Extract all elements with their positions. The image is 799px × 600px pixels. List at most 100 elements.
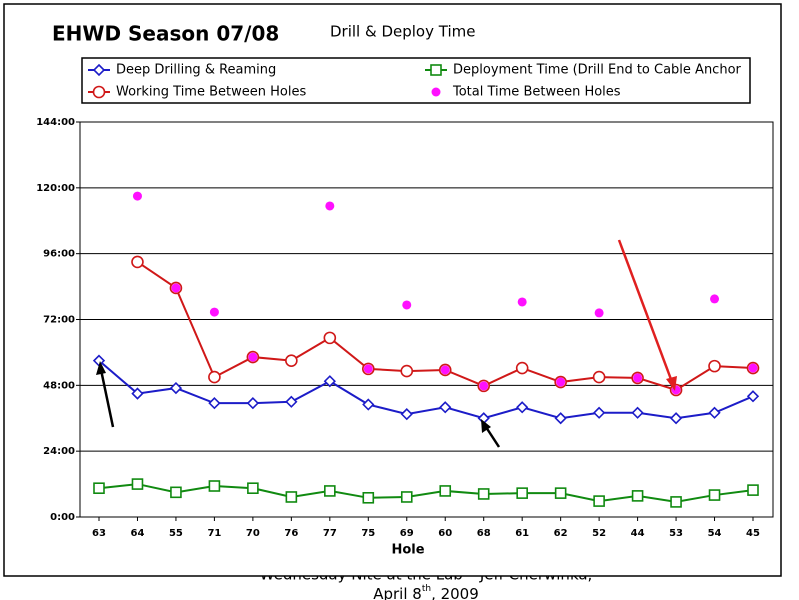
x-tick-label: 55 — [169, 528, 183, 539]
x-tick-label: 52 — [592, 528, 606, 539]
marker-square — [477, 488, 490, 500]
marker-dot — [440, 365, 450, 375]
marker-diamond — [169, 381, 183, 395]
marker-dot — [431, 87, 441, 97]
marker-diamond — [592, 406, 606, 419]
marker-square — [708, 489, 721, 501]
marker-diamond — [92, 63, 106, 77]
marker-square — [747, 484, 759, 496]
marker-circle — [92, 85, 106, 99]
marker-diamond — [746, 390, 760, 403]
marker-square — [324, 485, 336, 497]
marker-diamond — [362, 398, 375, 411]
legend-label: Working Time Between Holes — [116, 85, 306, 100]
marker-square — [400, 491, 413, 503]
legend-label: Total Time Between Holes — [452, 85, 621, 100]
marker-diamond — [631, 406, 644, 419]
marker-dot — [748, 363, 758, 373]
legend-box — [81, 57, 751, 104]
marker-diamond — [554, 412, 567, 425]
x-tick-label: 68 — [477, 528, 491, 539]
marker-diamond — [208, 397, 221, 410]
marker-circle — [515, 361, 529, 375]
chart-subtitle: Drill & Deploy Time — [330, 23, 475, 41]
x-tick-label: 53 — [669, 528, 683, 539]
marker-dot — [517, 297, 527, 307]
marker-diamond — [246, 397, 260, 410]
marker-diamond — [131, 387, 144, 400]
y-tick-label: 0:00 — [50, 512, 75, 523]
marker-dot — [132, 191, 142, 201]
marker-dot — [556, 377, 566, 387]
marker-square — [516, 487, 528, 499]
marker-square — [439, 485, 452, 497]
y-tick-label: 72:00 — [43, 315, 75, 326]
marker-circle — [708, 359, 721, 373]
marker-square — [430, 64, 442, 76]
marker-circle — [592, 370, 606, 384]
y-tick-label: 48:00 — [43, 380, 75, 391]
marker-diamond — [323, 375, 336, 388]
marker-square — [247, 482, 259, 494]
arrowhead — [666, 376, 677, 391]
marker-dot — [325, 201, 335, 211]
series-line — [98, 483, 754, 503]
x-axis-label: Hole — [391, 543, 424, 558]
x-tick-label: 70 — [246, 528, 260, 539]
x-tick-label: 54 — [708, 528, 722, 539]
x-tick-label: 75 — [361, 528, 375, 539]
marker-square — [208, 480, 221, 492]
arrowhead — [481, 419, 491, 433]
legend-label: Deployment Time (Drill End to Cable Anch… — [453, 63, 742, 78]
marker-square — [285, 491, 298, 503]
marker-dot — [248, 352, 258, 362]
marker-diamond — [708, 406, 721, 419]
date-rest: , 2009 — [431, 585, 479, 600]
date: April 8 — [373, 585, 422, 600]
x-tick-label: 60 — [438, 528, 452, 539]
marker-circle — [323, 331, 337, 345]
marker-circle — [208, 370, 221, 384]
x-tick-label: 45 — [746, 528, 760, 539]
marker-square — [362, 491, 375, 504]
marker-dot — [402, 300, 412, 310]
x-tick-label: 69 — [400, 528, 414, 539]
marker-diamond — [669, 412, 683, 425]
y-tick-label: 96:00 — [43, 249, 75, 260]
marker-dot — [594, 308, 604, 318]
marker-square — [93, 482, 105, 494]
annotation-arrows — [96, 239, 677, 448]
chart-title: EHWD Season 07/08 — [52, 22, 279, 46]
marker-square — [554, 487, 567, 499]
marker-circle — [285, 354, 298, 367]
marker-dot — [710, 294, 720, 304]
x-tick-label: 77 — [323, 528, 337, 539]
marker-dot — [633, 373, 643, 383]
marker-square — [631, 490, 644, 502]
y-tick-label: 144:00 — [36, 117, 75, 128]
legend-label: Deep Drilling & Reaming — [116, 63, 276, 78]
x-tick-label: 71 — [207, 528, 221, 539]
x-tick-label: 76 — [284, 528, 298, 539]
marker-square — [670, 496, 682, 508]
series-line — [98, 359, 754, 420]
marker-diamond — [285, 395, 298, 408]
arrowhead — [96, 361, 106, 375]
marker-diamond — [400, 408, 413, 421]
footer-date: April 8th, 2009 — [373, 584, 479, 600]
x-tick-label: 44 — [631, 528, 645, 539]
marker-square — [593, 495, 605, 507]
arrow — [617, 239, 674, 383]
x-tick-label: 62 — [554, 528, 568, 539]
marker-diamond — [439, 401, 452, 414]
marker-circle — [131, 255, 144, 269]
y-tick-label: 120:00 — [36, 183, 75, 194]
date-sup: th — [422, 584, 431, 594]
x-tick-label: 61 — [515, 528, 529, 539]
marker-circle — [400, 364, 414, 378]
marker-dot — [479, 381, 489, 391]
marker-diamond — [516, 401, 529, 414]
marker-square — [170, 486, 182, 499]
x-tick-label: 63 — [92, 528, 106, 539]
